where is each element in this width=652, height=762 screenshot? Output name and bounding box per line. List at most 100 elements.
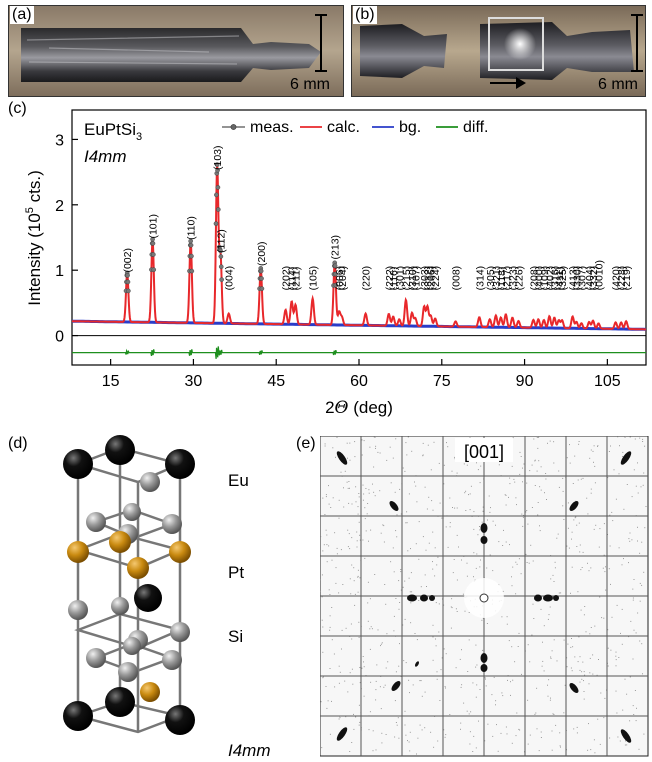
noise-dot [328, 503, 330, 505]
noise-dot [625, 740, 626, 742]
noise-dot [359, 577, 361, 579]
noise-dot [508, 640, 510, 642]
noise-dot [642, 673, 643, 675]
noise-dot [570, 646, 572, 648]
noise-dot [553, 581, 555, 582]
noise-dot [363, 440, 365, 442]
noise-dot [371, 628, 373, 630]
noise-dot [586, 497, 588, 499]
noise-dot [533, 618, 535, 619]
noise-dot [637, 540, 638, 542]
noise-dot [631, 496, 633, 498]
hkl-label: (101) [148, 214, 160, 239]
noise-dot [506, 623, 508, 625]
noise-dot [321, 596, 323, 598]
noise-dot [473, 735, 475, 737]
noise-dot [416, 501, 418, 503]
noise-dot [451, 607, 453, 609]
noise-dot [576, 524, 578, 526]
noise-dot [389, 446, 391, 448]
noise-dot [509, 483, 511, 485]
atom-label-eu: Eu [228, 471, 249, 490]
noise-dot [328, 589, 330, 591]
noise-dot [450, 627, 452, 629]
noise-dot [463, 463, 465, 465]
noise-dot [553, 714, 555, 715]
noise-dot [455, 608, 457, 610]
noise-dot [577, 661, 579, 663]
noise-dot [437, 740, 439, 742]
noise-dot [324, 445, 326, 447]
noise-dot [358, 521, 360, 523]
hkl-label: (325) [557, 266, 569, 291]
noise-dot [611, 511, 613, 513]
noise-dot [638, 748, 640, 750]
noise-dot [531, 507, 533, 508]
noise-dot [566, 666, 568, 668]
noise-dot [498, 464, 500, 466]
noise-dot [521, 513, 523, 515]
noise-dot [590, 627, 592, 628]
noise-dot [514, 481, 516, 483]
noise-dot [478, 720, 479, 722]
noise-dot [602, 567, 604, 569]
noise-dot [418, 521, 420, 523]
noise-dot [380, 532, 382, 534]
noise-dot [428, 496, 430, 498]
x-tick-label-45: 45 [267, 373, 285, 390]
noise-dot [512, 566, 514, 568]
noise-dot [546, 499, 547, 500]
noise-dot [419, 724, 421, 726]
noise-dot [534, 459, 536, 461]
scale-text-b: 6 mm [598, 76, 638, 93]
x-tick-label-105: 105 [594, 373, 621, 390]
y-ticks: 0 1 2 3 [55, 132, 78, 346]
noise-dot [348, 533, 350, 535]
noise-dot [375, 447, 376, 449]
noise-dot [363, 666, 365, 668]
noise-dot [498, 541, 500, 543]
noise-dot [418, 600, 420, 601]
noise-dot [476, 462, 477, 464]
noise-dot [338, 682, 340, 684]
noise-dot [540, 466, 542, 468]
noise-dot [538, 460, 540, 462]
noise-dot [562, 477, 564, 479]
noise-dot [560, 592, 562, 594]
noise-dot [629, 676, 631, 678]
noise-dot [361, 667, 363, 669]
noise-dot [390, 561, 392, 563]
noise-dot [331, 700, 332, 702]
noise-dot [519, 451, 521, 453]
noise-dot [572, 483, 574, 484]
noise-dot [381, 732, 383, 734]
noise-dot [633, 714, 635, 715]
noise-dot [566, 457, 568, 459]
noise-dot [573, 519, 575, 521]
noise-dot [384, 584, 386, 585]
noise-dot [542, 660, 544, 662]
noise-dot [374, 574, 376, 575]
noise-dot [572, 646, 574, 648]
noise-dot [603, 617, 605, 619]
hkl-label: (008) [451, 266, 463, 291]
noise-dot [432, 561, 433, 563]
noise-dot [618, 657, 620, 658]
noise-dot [511, 585, 513, 587]
noise-dot [501, 616, 503, 618]
noise-dot [357, 569, 359, 571]
noise-dot [547, 684, 548, 686]
noise-dot [500, 732, 502, 734]
photo-b [351, 5, 646, 97]
noise-dot [571, 538, 572, 540]
noise-dot [411, 450, 413, 452]
x-tick-label-75: 75 [433, 373, 451, 390]
noise-dot [357, 575, 359, 577]
noise-dot [642, 484, 644, 486]
noise-dot [621, 643, 623, 645]
noise-dot [540, 608, 542, 610]
noise-dot [458, 546, 459, 548]
noise-dot [404, 580, 406, 582]
noise-dot [379, 490, 381, 492]
noise-dot [432, 509, 434, 511]
